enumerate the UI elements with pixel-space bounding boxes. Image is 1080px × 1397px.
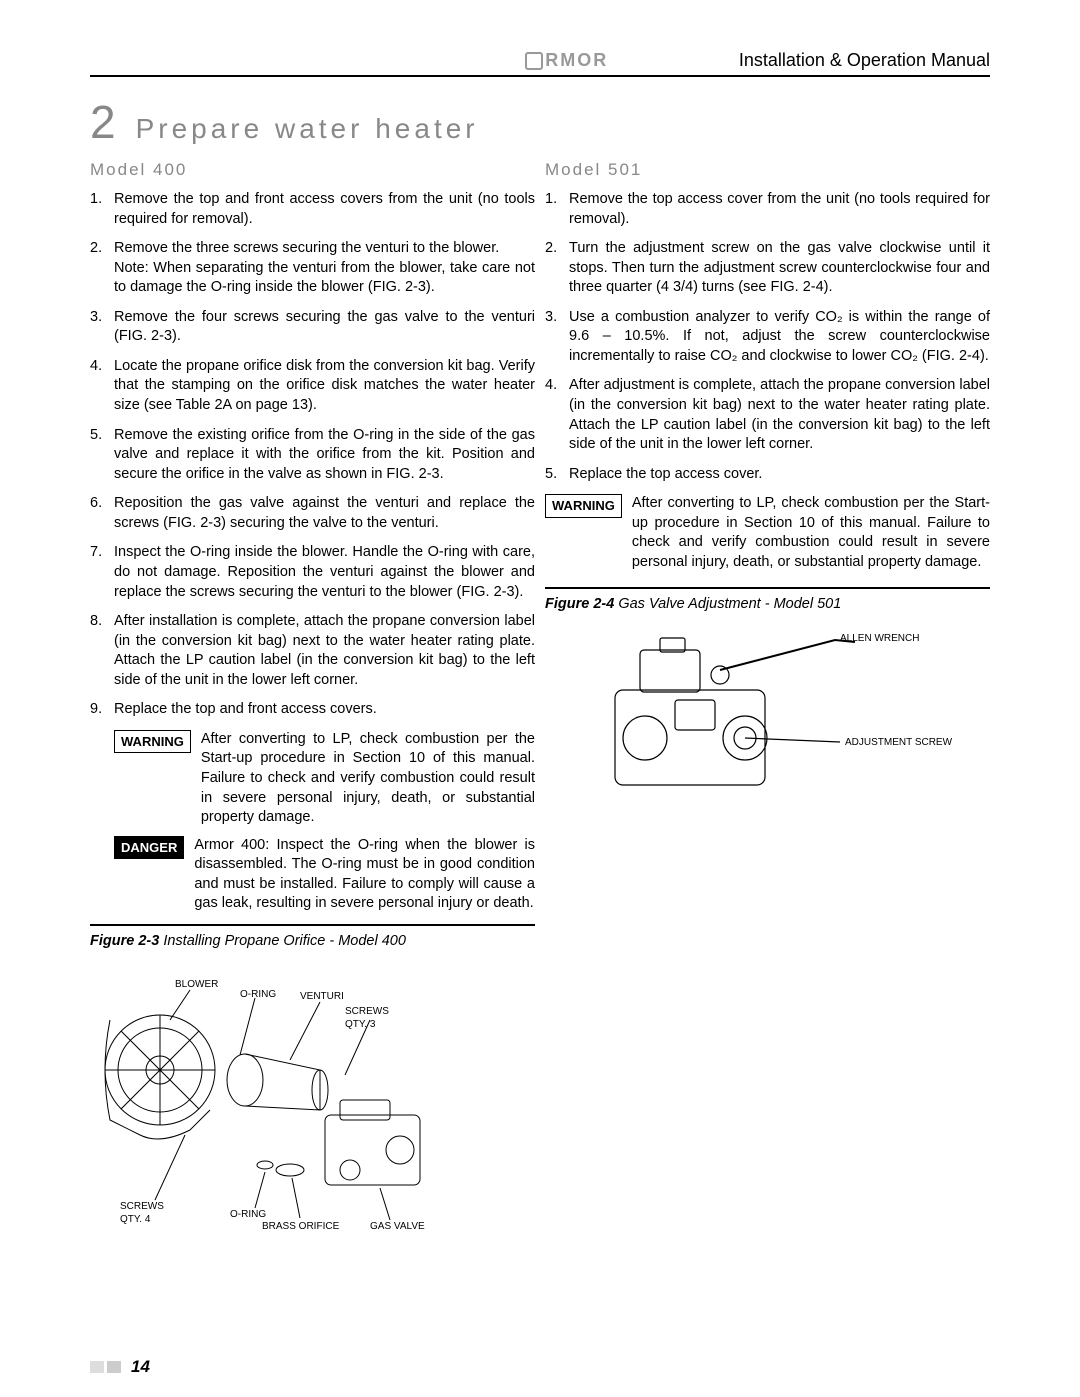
header-row: RMOR Installation & Operation Manual — [90, 50, 990, 77]
gas-valve-diagram-svg — [585, 620, 965, 820]
figure-2-4-caption: Figure 2-4 Gas Valve Adjustment - Model … — [545, 587, 990, 615]
figure-title: Gas Valve Adjustment - Model 501 — [618, 596, 841, 612]
step: Remove the top access cover from the uni… — [545, 190, 990, 229]
model-400-heading: Model 400 — [90, 159, 535, 182]
step: Remove the three screws securing the ven… — [90, 239, 535, 298]
warning-box-left: WARNING After converting to LP, check co… — [114, 730, 535, 828]
callout-oring-bot: O-RING — [230, 1208, 266, 1222]
callout-gasvalve: GAS VALVE — [370, 1220, 425, 1234]
two-column-layout: Model 400 Remove the top and front acces… — [90, 159, 990, 1240]
step: Remove the four screws securing the gas … — [90, 308, 535, 347]
warning-badge: WARNING — [545, 494, 622, 518]
figure-2-4-diagram: ALLEN WRENCH ADJUSTMENT SCREW — [585, 620, 965, 820]
danger-text: Armor 400: Inspect the O-ring when the b… — [194, 836, 535, 914]
callout-screws4: SCREWS QTY. 4 — [120, 1200, 164, 1227]
step: Inspect the O-ring inside the blower. Ha… — [90, 543, 535, 602]
danger-box-left: DANGER Armor 400: Inspect the O-ring whe… — [114, 836, 535, 914]
model-400-steps: Remove the top and front access covers f… — [90, 190, 535, 720]
right-column: Model 501 Remove the top access cover fr… — [545, 159, 990, 1240]
callout-oring-top: O-RING — [240, 988, 276, 1002]
logo-text: RMOR — [545, 50, 608, 71]
callout-blower: BLOWER — [175, 978, 218, 992]
callout-adjust: ADJUSTMENT SCREW — [845, 736, 952, 750]
callout-allen: ALLEN WRENCH — [840, 632, 919, 646]
figure-label: Figure 2-4 — [545, 596, 614, 612]
callout-screws3: SCREWS QTY. 3 — [345, 1005, 389, 1032]
step: After adjustment is complete, attach the… — [545, 376, 990, 454]
orifice-diagram-svg — [90, 960, 450, 1240]
chapter-heading: 2 Prepare water heater — [90, 95, 990, 149]
figure-label: Figure 2-3 — [90, 933, 159, 949]
figure-2-3-diagram: BLOWER O-RING VENTURI SCREWS QTY. 3 SCRE… — [90, 960, 450, 1240]
warning-text: After converting to LP, check combustion… — [632, 494, 990, 572]
step: Locate the propane orifice disk from the… — [90, 357, 535, 416]
warning-box-right: WARNING After converting to LP, check co… — [545, 494, 990, 572]
page-number: 14 — [131, 1357, 150, 1377]
callout-brass: BRASS ORIFICE — [262, 1220, 339, 1234]
step: Replace the top and front access covers. — [90, 700, 535, 720]
step: Use a combustion analyzer to verify CO₂ … — [545, 308, 990, 367]
figure-title: Installing Propane Orifice - Model 400 — [163, 933, 406, 949]
logo-icon — [525, 52, 543, 70]
step: Remove the top and front access covers f… — [90, 190, 535, 229]
manual-title: Installation & Operation Manual — [739, 50, 990, 71]
chapter-title: Prepare water heater — [136, 113, 479, 145]
warning-badge: WARNING — [114, 730, 191, 754]
left-column: Model 400 Remove the top and front acces… — [90, 159, 535, 1240]
danger-badge: DANGER — [114, 836, 184, 860]
callout-venturi: VENTURI — [300, 990, 344, 1004]
chapter-number: 2 — [90, 95, 116, 149]
warning-text: After converting to LP, check combustion… — [201, 730, 535, 828]
step: Replace the top access cover. — [545, 465, 990, 485]
step: Reposition the gas valve against the ven… — [90, 494, 535, 533]
model-501-steps: Remove the top access cover from the uni… — [545, 190, 990, 484]
step: Remove the existing orifice from the O-r… — [90, 426, 535, 485]
footer-blocks-icon — [90, 1361, 121, 1373]
figure-2-3-caption: Figure 2-3 Installing Propane Orifice - … — [90, 924, 535, 952]
step: Turn the adjustment screw on the gas val… — [545, 239, 990, 298]
page-footer: 14 — [90, 1357, 150, 1377]
step: After installation is complete, attach t… — [90, 612, 535, 690]
brand-logo: RMOR — [525, 50, 608, 71]
model-501-heading: Model 501 — [545, 159, 990, 182]
